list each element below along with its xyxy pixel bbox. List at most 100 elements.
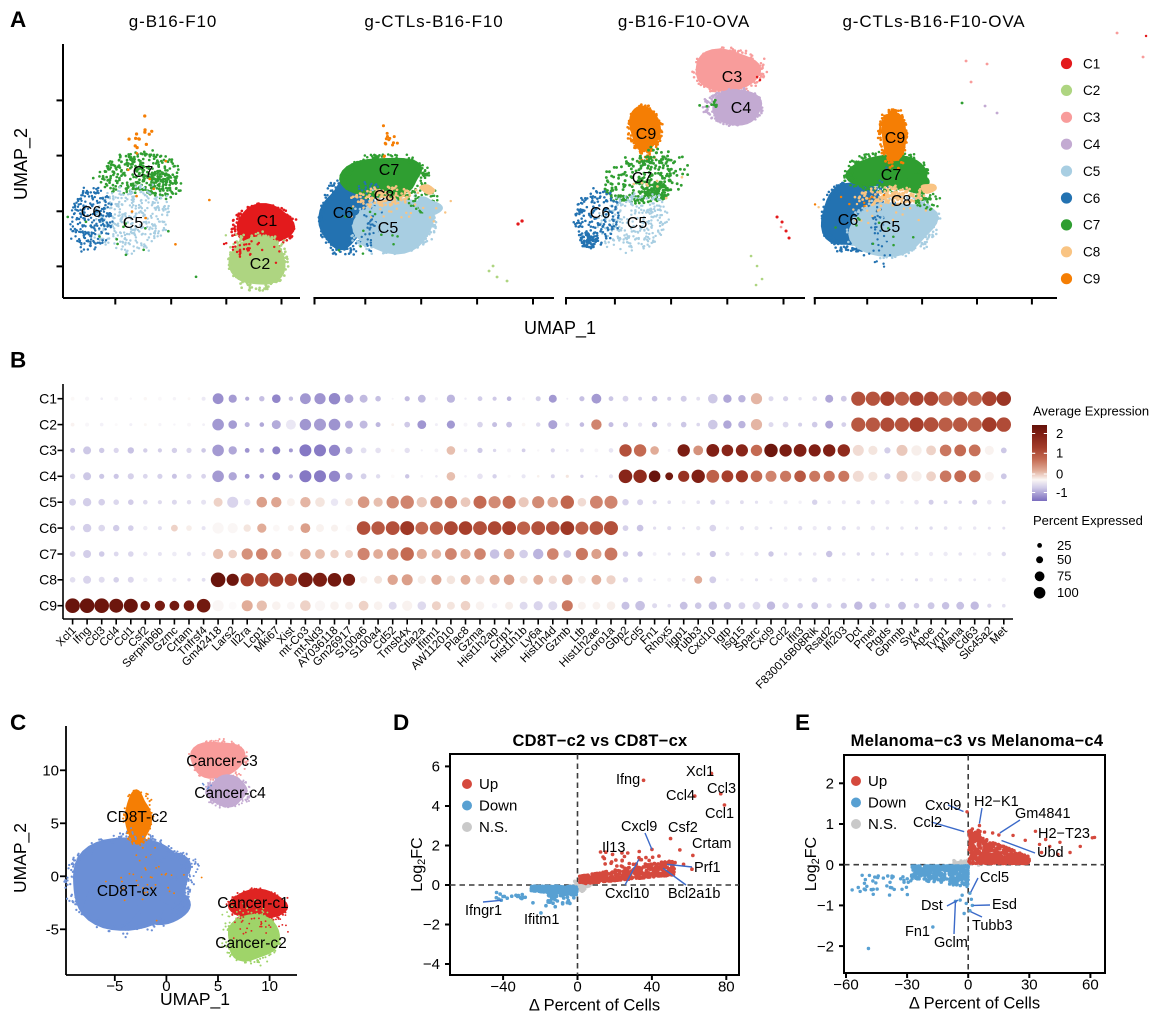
svg-text:Cancer-c2: Cancer-c2: [215, 935, 287, 952]
svg-text:C6: C6: [590, 205, 611, 222]
svg-text:1: 1: [826, 816, 834, 833]
svg-text:Ccl5: Ccl5: [980, 870, 1009, 886]
svg-text:C6: C6: [39, 520, 57, 536]
svg-text:0: 0: [826, 857, 834, 874]
svg-text:Prf1: Prf1: [694, 860, 721, 876]
svg-text:−2: −2: [423, 917, 440, 934]
svg-text:Ubd: Ubd: [1037, 845, 1064, 861]
svg-text:C6: C6: [1083, 191, 1100, 206]
svg-text:C6: C6: [838, 212, 859, 229]
svg-text:4: 4: [432, 798, 440, 815]
svg-text:0: 0: [51, 869, 59, 886]
svg-text:C3: C3: [722, 69, 743, 86]
svg-text:Ccl2: Ccl2: [913, 815, 942, 831]
svg-text:−60: −60: [833, 977, 858, 994]
svg-text:−40: −40: [490, 979, 515, 996]
svg-text:Xcl1: Xcl1: [686, 764, 714, 780]
svg-text:UMAP_2: UMAP_2: [11, 128, 32, 200]
svg-text:C1: C1: [1083, 56, 1100, 71]
svg-text:C7: C7: [379, 162, 400, 179]
svg-text:10: 10: [42, 763, 59, 780]
svg-text:C6: C6: [333, 205, 354, 222]
svg-text:B: B: [10, 348, 26, 373]
svg-text:C9: C9: [1083, 272, 1100, 287]
svg-text:Dst: Dst: [921, 898, 943, 914]
svg-text:Cancer-c1: Cancer-c1: [217, 895, 289, 912]
svg-text:g‐B16‐F10‐OVA: g‐B16‐F10‐OVA: [618, 12, 750, 31]
svg-text:Tubb3: Tubb3: [972, 918, 1013, 934]
svg-text:C: C: [10, 710, 26, 735]
svg-text:Ifng: Ifng: [616, 772, 640, 788]
svg-text:C6: C6: [81, 204, 102, 221]
svg-text:C5: C5: [123, 215, 144, 232]
svg-text:C1: C1: [39, 391, 57, 407]
svg-text:C5: C5: [1083, 164, 1100, 179]
svg-text:C8: C8: [891, 193, 912, 210]
svg-text:Bcl2a1b: Bcl2a1b: [668, 886, 720, 902]
svg-text:Down: Down: [479, 798, 517, 815]
svg-text:C7: C7: [1083, 218, 1100, 233]
svg-text:C2: C2: [250, 256, 271, 273]
svg-text:C5: C5: [627, 215, 648, 232]
svg-text:C8: C8: [39, 572, 57, 588]
svg-text:Ccl3: Ccl3: [707, 781, 736, 797]
svg-text:Percent Expressed: Percent Expressed: [1033, 513, 1143, 528]
svg-text:−30: −30: [894, 977, 919, 994]
svg-text:Melanoma−c3 vs Melanoma−c4: Melanoma−c3 vs Melanoma−c4: [851, 732, 1104, 750]
svg-text:-1: -1: [1056, 485, 1068, 500]
svg-text:UMAP_2: UMAP_2: [10, 823, 31, 893]
svg-text:C4: C4: [1083, 137, 1101, 152]
svg-text:0: 0: [964, 977, 972, 994]
svg-text:C9: C9: [885, 130, 906, 147]
svg-text:Ifngr1: Ifngr1: [465, 903, 502, 919]
svg-text:Δ Percent of Cells: Δ Percent of Cells: [529, 997, 660, 1015]
svg-text:2: 2: [432, 838, 440, 855]
svg-text:0: 0: [162, 978, 170, 995]
svg-text:C1: C1: [257, 213, 278, 230]
svg-text:Cxcl9: Cxcl9: [621, 819, 657, 835]
svg-text:C4: C4: [731, 100, 752, 117]
svg-text:H2−T23: H2−T23: [1038, 826, 1090, 842]
svg-text:Log2FC: Log2FC: [803, 837, 822, 891]
svg-text:Csf2: Csf2: [668, 820, 698, 836]
svg-text:2: 2: [1056, 426, 1063, 441]
svg-text:1: 1: [1056, 446, 1063, 461]
svg-text:−1: −1: [817, 898, 834, 915]
svg-text:CD8T-cx: CD8T-cx: [97, 883, 158, 900]
svg-text:Gclm: Gclm: [934, 935, 968, 951]
svg-text:Down: Down: [868, 795, 906, 812]
svg-text:Log2FC: Log2FC: [409, 837, 428, 891]
svg-text:C7: C7: [133, 164, 154, 181]
svg-text:-5: -5: [46, 922, 59, 939]
svg-text:Cxcl10: Cxcl10: [605, 886, 649, 902]
svg-text:Ifitm1: Ifitm1: [524, 912, 559, 928]
svg-text:H2−K1: H2−K1: [974, 794, 1019, 810]
svg-text:Fn1: Fn1: [905, 924, 930, 940]
svg-text:D: D: [393, 710, 409, 735]
svg-text:10: 10: [261, 978, 278, 995]
svg-text:C2: C2: [1083, 83, 1100, 98]
svg-text:2: 2: [826, 776, 834, 793]
svg-text:30: 30: [1021, 977, 1038, 994]
svg-text:5: 5: [51, 816, 59, 833]
svg-text:Ccl4: Ccl4: [666, 788, 695, 804]
svg-text:Cxcl9: Cxcl9: [925, 798, 961, 814]
svg-text:0: 0: [573, 979, 581, 996]
svg-text:C8: C8: [1083, 245, 1100, 260]
svg-text:UMAP_1: UMAP_1: [524, 318, 596, 339]
svg-text:6: 6: [432, 759, 440, 776]
svg-text:C3: C3: [39, 442, 57, 458]
svg-text:C7: C7: [39, 546, 57, 562]
svg-text:Up: Up: [868, 773, 887, 790]
svg-text:C8: C8: [374, 188, 395, 205]
svg-text:Cancer-c3: Cancer-c3: [186, 753, 258, 770]
svg-text:CD8T−c2 vs CD8T−cx: CD8T−c2 vs CD8T−cx: [512, 732, 688, 750]
svg-text:25: 25: [1057, 538, 1071, 553]
svg-text:Gm4841: Gm4841: [1015, 806, 1071, 822]
svg-text:C5: C5: [39, 494, 57, 510]
svg-text:Ccl1: Ccl1: [705, 806, 734, 822]
svg-text:Il13: Il13: [602, 840, 625, 856]
svg-text:C4: C4: [39, 468, 57, 484]
svg-text:−4: −4: [423, 956, 440, 973]
svg-text:C3: C3: [1083, 110, 1100, 125]
